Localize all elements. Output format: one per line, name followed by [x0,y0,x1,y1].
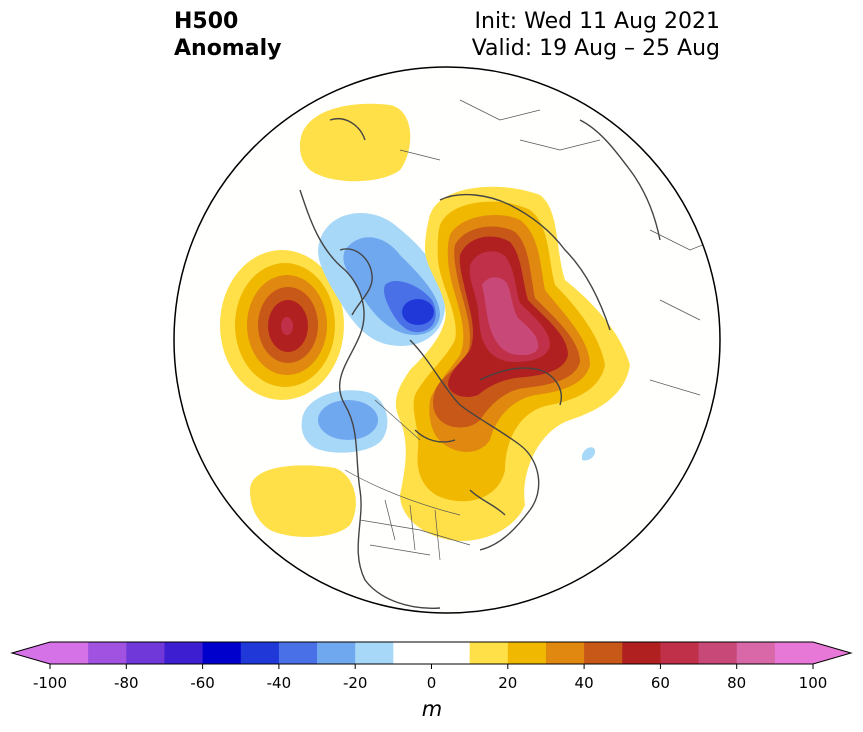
colorbar-under-arrow [12,642,50,664]
field-name: H500 [174,9,239,34]
colorbar-segment [698,642,738,664]
colorbar-segment [660,642,700,664]
colorbar-tick-label: 80 [727,674,746,692]
colorbar-tick-label: -40 [267,674,292,692]
colorbar-tick-label: 20 [498,674,517,692]
coastlines [299,118,661,609]
colorbar-segment [545,642,585,664]
colorbar-segment [774,642,814,664]
main-positive-anomaly [395,186,630,541]
colorbar-segment [317,642,356,664]
colorbar-segment [126,642,165,664]
colorbar-tick-label: 0 [427,674,437,692]
date-info: Init: Wed 11 Aug 2021 Valid: 19 Aug – 25… [472,8,720,62]
colorbar-segment [469,642,509,664]
pacific-coast-positive-anomaly [250,465,356,537]
colorbar-tick-label: -60 [190,674,215,692]
north-positive-anomaly [300,103,411,182]
colorbar-segment [50,642,89,664]
colorbar-segment [507,642,547,664]
colorbar-segment [278,642,318,664]
colorbar-segment [355,642,394,664]
colorbar-segment [202,642,242,664]
valid-range: Valid: 19 Aug – 25 Aug [471,36,720,61]
colorbar-over-arrow [813,642,851,664]
field-kind: Anomaly [174,36,282,61]
map-title: H500 Anomaly [174,8,281,62]
alaska-negative-anomaly [301,390,388,453]
colorbar-tick-label: -80 [114,674,139,692]
colorbar-unit-label: m [422,697,442,721]
colorbar-tick-label: 100 [799,674,828,692]
atlantic-negative-spot [582,447,596,461]
colorbar-segment [584,642,623,664]
colorbar-segment [736,642,776,664]
colorbar-tick-label: 40 [575,674,594,692]
colorbar-segment [622,642,661,664]
polar-map [174,67,720,613]
colorbar-segment [164,642,204,664]
colorbar-tick-label: -20 [343,674,368,692]
borders [344,99,716,561]
colorbar-tick-label: -100 [33,674,67,692]
colorbar-segment [240,642,280,664]
colorbar-tick-labels: -100 -80 -60 -40 -20 0 20 40 60 80 100 [33,664,827,692]
colorbar-tick-label: 60 [651,674,670,692]
colorbar [10,641,853,665]
init-date: Init: Wed 11 Aug 2021 [474,9,720,34]
colorbar-segment [88,642,127,664]
colorbar-segment [393,642,432,664]
pacific-positive-anomaly [220,250,344,400]
colorbar-segment [431,642,471,664]
globe-boundary [173,66,721,614]
